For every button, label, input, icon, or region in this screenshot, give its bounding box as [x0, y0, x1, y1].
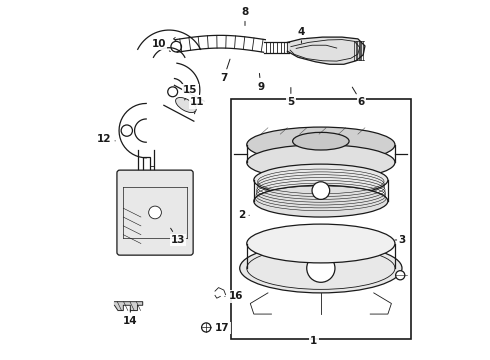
Circle shape — [312, 182, 330, 199]
Text: 6: 6 — [352, 87, 365, 107]
Text: 9: 9 — [257, 73, 265, 91]
Text: 7: 7 — [220, 59, 230, 83]
Ellipse shape — [247, 127, 395, 162]
Bar — [231, 99, 411, 339]
Text: 8: 8 — [242, 8, 248, 26]
Ellipse shape — [175, 98, 196, 113]
Ellipse shape — [247, 224, 395, 263]
Ellipse shape — [254, 164, 388, 196]
FancyBboxPatch shape — [117, 170, 193, 255]
Ellipse shape — [293, 132, 349, 150]
Circle shape — [395, 271, 405, 280]
Text: 4: 4 — [298, 27, 305, 43]
Circle shape — [121, 125, 132, 136]
Text: 10: 10 — [151, 39, 171, 51]
Ellipse shape — [247, 247, 395, 289]
Ellipse shape — [240, 243, 402, 293]
Text: 15: 15 — [183, 85, 197, 100]
Bar — [143, 157, 150, 171]
Circle shape — [201, 323, 211, 332]
Text: 12: 12 — [97, 134, 115, 144]
Text: 1: 1 — [310, 335, 318, 346]
Text: 17: 17 — [211, 323, 229, 333]
Ellipse shape — [254, 185, 388, 217]
Text: 5: 5 — [287, 87, 294, 107]
Text: 13: 13 — [171, 228, 185, 245]
Circle shape — [168, 87, 177, 97]
Circle shape — [148, 206, 161, 219]
Ellipse shape — [247, 145, 395, 180]
Text: 3: 3 — [395, 235, 406, 245]
Text: 14: 14 — [123, 310, 138, 326]
Text: 11: 11 — [190, 98, 205, 114]
Text: 16: 16 — [225, 292, 244, 301]
Text: 2: 2 — [238, 210, 249, 220]
Circle shape — [307, 254, 335, 282]
Polygon shape — [287, 37, 365, 64]
Polygon shape — [115, 302, 143, 311]
Circle shape — [171, 41, 181, 52]
